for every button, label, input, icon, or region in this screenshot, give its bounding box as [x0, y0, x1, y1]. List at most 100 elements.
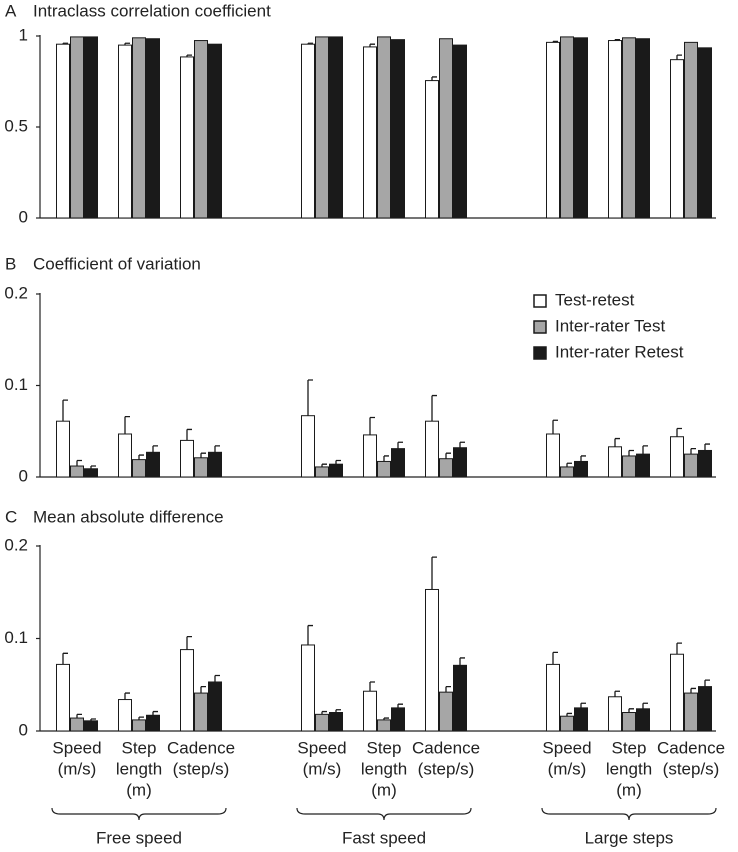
- error-bar: [704, 679, 710, 687]
- bar: [118, 433, 132, 478]
- bar: [208, 451, 222, 478]
- bar: [391, 448, 405, 478]
- error-bar: [369, 681, 375, 692]
- bar: [698, 449, 712, 478]
- error-bar: [62, 42, 68, 45]
- bar: [118, 44, 132, 219]
- error-bar: [676, 427, 682, 437]
- bar: [132, 459, 146, 478]
- x-tick-label: (m/s): [303, 759, 342, 778]
- bar: [194, 40, 208, 219]
- bar: [670, 59, 684, 219]
- x-tick-label: (m/s): [548, 759, 587, 778]
- bar: [146, 714, 160, 732]
- error-bar: [642, 445, 648, 455]
- error-bar: [186, 428, 192, 441]
- error-bar: [335, 709, 341, 713]
- bar: [180, 649, 194, 732]
- legend-label: Inter-rater Test: [555, 316, 666, 335]
- error-bar: [566, 712, 572, 717]
- bar: [132, 37, 146, 219]
- error-bar: [628, 708, 634, 713]
- bar: [684, 692, 698, 732]
- bar: [301, 43, 315, 219]
- bar: [363, 434, 377, 478]
- bar: [560, 466, 574, 478]
- error-bar: [580, 702, 586, 708]
- bar: [560, 36, 574, 219]
- bar: [439, 458, 453, 478]
- error-bar: [369, 416, 375, 435]
- bar: [70, 36, 84, 219]
- x-tick-label: (m): [126, 780, 151, 799]
- bar: [453, 447, 467, 478]
- bar: [377, 36, 391, 219]
- x-tick-label: Cadence: [167, 738, 235, 757]
- x-tick-label: (step/s): [173, 759, 230, 778]
- error-bar: [431, 76, 437, 81]
- error-bar: [152, 710, 158, 716]
- error-bar: [552, 651, 558, 665]
- x-tick-label: length: [116, 759, 162, 778]
- bar: [636, 708, 650, 732]
- error-bar: [186, 54, 192, 57]
- error-bar: [138, 716, 144, 720]
- error-bar: [445, 452, 451, 459]
- error-bar: [200, 452, 206, 458]
- y-tick-label: 0: [19, 466, 28, 485]
- legend-label: Test-retest: [555, 290, 635, 309]
- legend-swatch: [533, 294, 547, 308]
- bar: [698, 686, 712, 732]
- error-bar: [200, 685, 206, 694]
- error-bar: [214, 674, 220, 682]
- bar: [194, 457, 208, 478]
- group-label: Fast speed: [342, 828, 426, 847]
- panel-title: Intraclass correlation coefficient: [33, 1, 271, 20]
- bar: [425, 588, 439, 732]
- bar: [622, 37, 636, 219]
- y-tick-label: 0.5: [4, 116, 28, 135]
- error-bar: [580, 455, 586, 462]
- y-tick-label: 0.1: [4, 375, 28, 394]
- x-tick-label: Speed: [297, 738, 346, 757]
- bar: [329, 36, 343, 219]
- error-bar: [321, 710, 327, 715]
- group-bracket: [541, 807, 717, 821]
- error-bar: [62, 652, 68, 665]
- bar: [377, 719, 391, 732]
- error-bar: [62, 399, 68, 422]
- bar: [608, 40, 622, 219]
- bar: [684, 41, 698, 219]
- x-tick-label: length: [606, 759, 652, 778]
- bar: [208, 43, 222, 219]
- x-tick-label: (step/s): [418, 759, 475, 778]
- bar: [146, 38, 160, 219]
- error-bar: [614, 38, 620, 41]
- bar: [132, 719, 146, 732]
- y-tick-label: 1: [19, 25, 28, 44]
- bar: [70, 717, 84, 732]
- error-bar: [321, 463, 327, 467]
- bar: [698, 47, 712, 219]
- bar: [560, 715, 574, 732]
- error-bar: [431, 394, 437, 422]
- bar: [636, 453, 650, 478]
- panel-label: C: [5, 507, 17, 526]
- y-tick-label: 0.1: [4, 628, 28, 647]
- bar: [453, 44, 467, 219]
- bar: [546, 41, 560, 219]
- group-label: Free speed: [96, 828, 182, 847]
- error-bar: [335, 459, 341, 465]
- error-bar: [614, 437, 620, 447]
- error-bar: [690, 687, 696, 694]
- bar: [70, 465, 84, 478]
- x-tick-label: (m): [616, 780, 641, 799]
- y-tick-label: 0: [19, 207, 28, 226]
- error-bar: [431, 556, 437, 590]
- bar: [363, 46, 377, 219]
- bar: [363, 690, 377, 732]
- bar: [301, 415, 315, 478]
- bar: [622, 455, 636, 478]
- x-tick-label: Cadence: [412, 738, 480, 757]
- panel-label: B: [5, 254, 16, 273]
